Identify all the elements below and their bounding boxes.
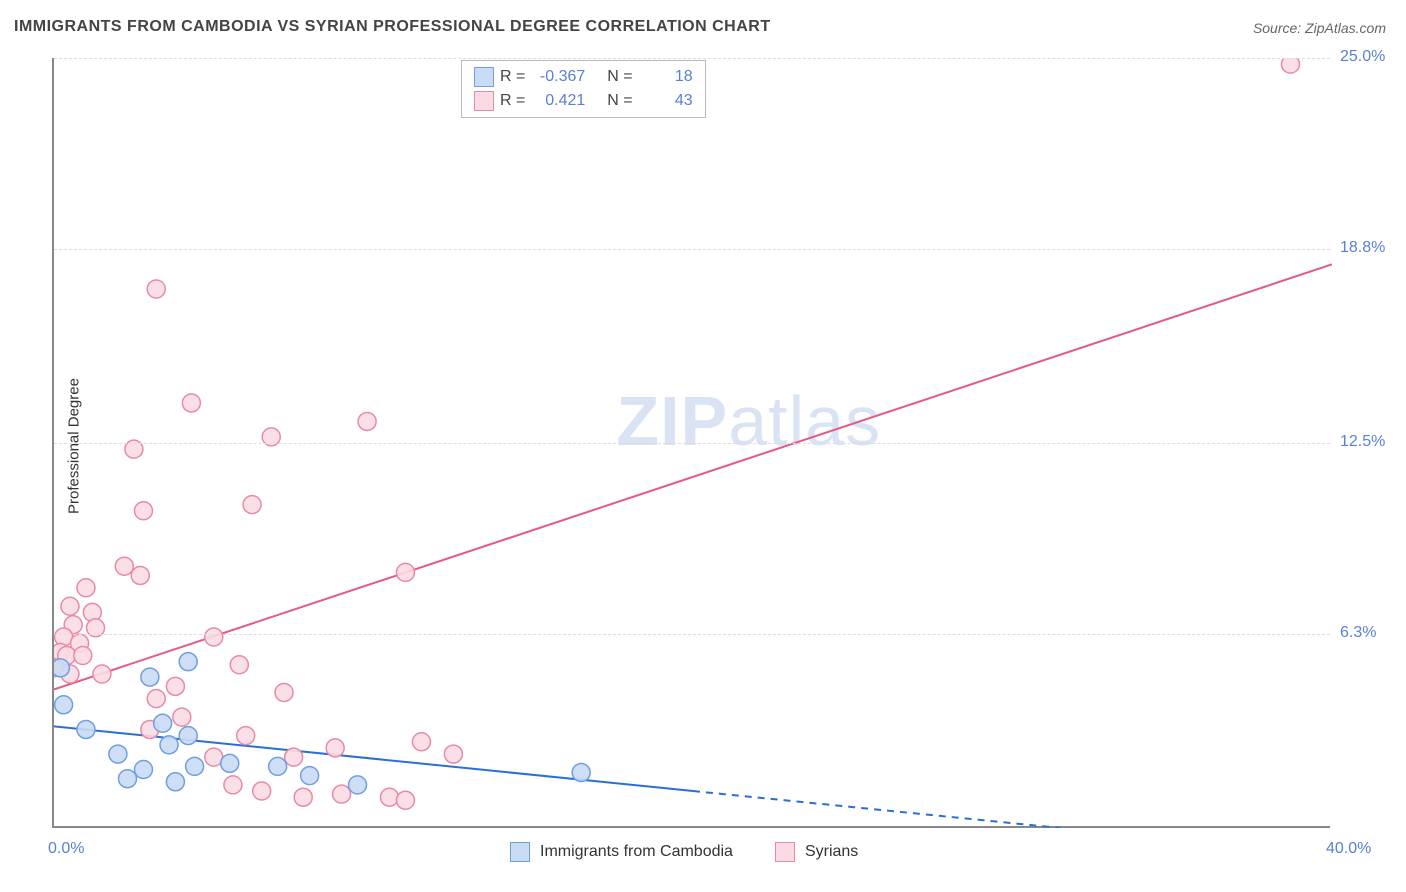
point-syrians bbox=[1281, 58, 1299, 73]
point-cambodia bbox=[134, 760, 152, 778]
point-syrians bbox=[131, 566, 149, 584]
x-tick-label-max: 40.0% bbox=[1326, 840, 1371, 858]
series-legend: Immigrants from Cambodia Syrians bbox=[510, 842, 858, 862]
point-syrians bbox=[396, 791, 414, 809]
point-cambodia bbox=[141, 668, 159, 686]
point-syrians bbox=[358, 412, 376, 430]
r-value-syrians: 0.421 bbox=[531, 92, 585, 110]
y-tick-label: 18.8% bbox=[1340, 239, 1385, 257]
point-syrians bbox=[412, 733, 430, 751]
gridline bbox=[54, 58, 1330, 59]
point-syrians bbox=[285, 748, 303, 766]
y-tick-label: 6.3% bbox=[1340, 624, 1376, 642]
r-label: R = bbox=[500, 68, 525, 86]
y-tick-label: 25.0% bbox=[1340, 48, 1385, 66]
series-label-syrians: Syrians bbox=[805, 843, 858, 861]
series-label-cambodia: Immigrants from Cambodia bbox=[540, 843, 733, 861]
point-syrians bbox=[77, 579, 95, 597]
r-value-cambodia: -0.367 bbox=[531, 68, 585, 86]
point-syrians bbox=[93, 665, 111, 683]
source-label: Source: ZipAtlas.com bbox=[1253, 20, 1386, 36]
swatch-syrians bbox=[775, 842, 795, 862]
point-syrians bbox=[237, 727, 255, 745]
point-syrians bbox=[224, 776, 242, 794]
point-syrians bbox=[205, 628, 223, 646]
x-tick-label-min: 0.0% bbox=[48, 840, 84, 858]
point-cambodia bbox=[160, 736, 178, 754]
point-cambodia bbox=[221, 754, 239, 772]
swatch-cambodia bbox=[510, 842, 530, 862]
n-value-syrians: 43 bbox=[639, 92, 693, 110]
point-cambodia bbox=[179, 727, 197, 745]
swatch-cambodia bbox=[474, 67, 494, 87]
point-cambodia bbox=[118, 770, 136, 788]
correlation-legend: R = -0.367 N = 18 R = 0.421 N = 43 bbox=[461, 60, 706, 118]
point-syrians bbox=[134, 502, 152, 520]
swatch-syrians bbox=[474, 91, 494, 111]
r-label: R = bbox=[500, 92, 525, 110]
trendline-cambodia-extrap bbox=[693, 791, 1060, 828]
point-cambodia bbox=[269, 757, 287, 775]
point-syrians bbox=[333, 785, 351, 803]
y-tick-label: 12.5% bbox=[1340, 433, 1385, 451]
plot-area: ZIPatlas bbox=[52, 58, 1330, 828]
n-label: N = bbox=[607, 92, 632, 110]
point-syrians bbox=[166, 677, 184, 695]
point-syrians bbox=[147, 690, 165, 708]
point-syrians bbox=[230, 656, 248, 674]
point-cambodia bbox=[301, 767, 319, 785]
legend-row-cambodia: R = -0.367 N = 18 bbox=[474, 67, 693, 87]
point-syrians bbox=[61, 597, 79, 615]
point-cambodia bbox=[572, 764, 590, 782]
point-syrians bbox=[444, 745, 462, 763]
point-cambodia bbox=[77, 720, 95, 738]
n-value-cambodia: 18 bbox=[639, 68, 693, 86]
trendline-syrians bbox=[54, 264, 1332, 689]
point-syrians bbox=[182, 394, 200, 412]
gridline bbox=[54, 443, 1330, 444]
point-syrians bbox=[294, 788, 312, 806]
point-syrians bbox=[243, 496, 261, 514]
point-syrians bbox=[326, 739, 344, 757]
point-cambodia bbox=[154, 714, 172, 732]
n-label: N = bbox=[607, 68, 632, 86]
chart-title: IMMIGRANTS FROM CAMBODIA VS SYRIAN PROFE… bbox=[14, 18, 771, 36]
point-syrians bbox=[380, 788, 398, 806]
point-syrians bbox=[253, 782, 271, 800]
point-cambodia bbox=[55, 696, 73, 714]
point-syrians bbox=[115, 557, 133, 575]
gridline bbox=[54, 249, 1330, 250]
point-cambodia bbox=[54, 659, 69, 677]
point-cambodia bbox=[166, 773, 184, 791]
point-syrians bbox=[275, 683, 293, 701]
point-syrians bbox=[173, 708, 191, 726]
point-cambodia bbox=[186, 757, 204, 775]
point-syrians bbox=[147, 280, 165, 298]
point-syrians bbox=[396, 563, 414, 581]
gridline bbox=[54, 634, 1330, 635]
point-cambodia bbox=[179, 653, 197, 671]
point-syrians bbox=[74, 647, 92, 665]
point-cambodia bbox=[349, 776, 367, 794]
point-cambodia bbox=[109, 745, 127, 763]
legend-row-syrians: R = 0.421 N = 43 bbox=[474, 91, 693, 111]
